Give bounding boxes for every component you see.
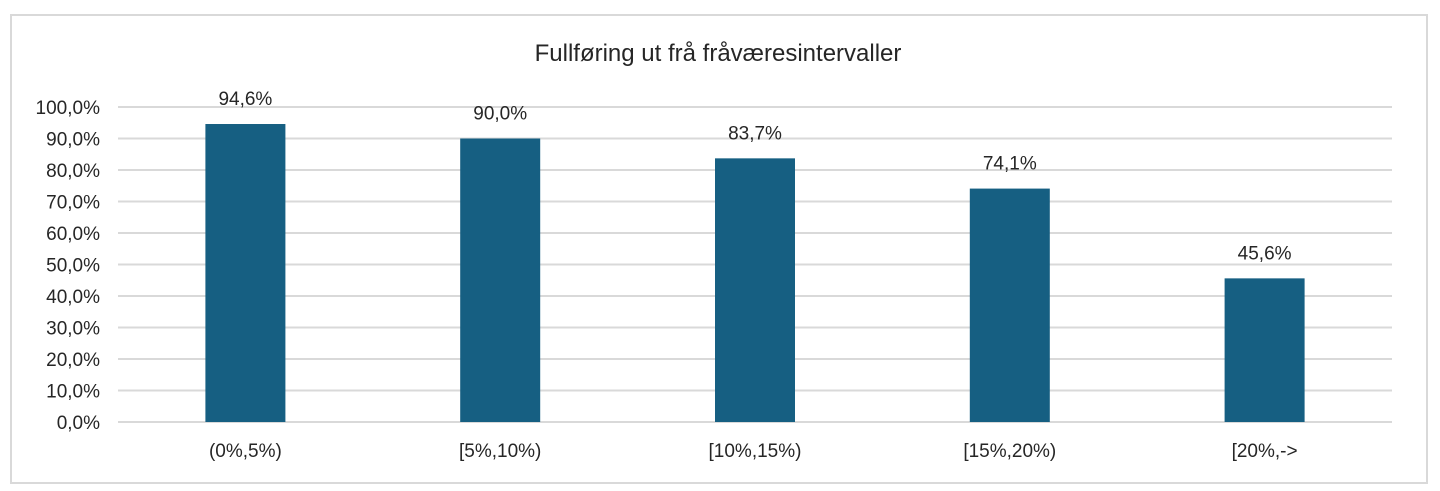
data-label: 94,6% <box>218 89 272 110</box>
x-axis-ticks: (0%,5%) [5%,10%) [10%,15%) [15%,20%) [20%,-> <box>209 441 1298 462</box>
y-tick-label: 80,0% <box>46 161 100 182</box>
y-tick-label: 90,0% <box>46 130 100 151</box>
y-tick-label: 100,0% <box>36 98 101 119</box>
data-label: 74,1% <box>983 154 1037 175</box>
data-label-layer: 94,6% 90,0% 83,7% 74,1% 45,6% <box>218 89 1291 264</box>
y-tick-label: 40,0% <box>46 287 100 308</box>
y-tick-label: 50,0% <box>46 256 100 277</box>
x-tick-label: (0%,5%) <box>209 441 282 462</box>
y-tick-label: 60,0% <box>46 224 100 245</box>
y-tick-label: 20,0% <box>46 350 100 371</box>
bar <box>460 138 541 422</box>
bar-layer <box>205 124 1305 422</box>
chart-title: Fullføring ut frå fråværesintervaller <box>535 40 902 67</box>
y-tick-label: 70,0% <box>46 193 100 214</box>
y-tick-label: 30,0% <box>46 319 100 340</box>
y-tick-label: 10,0% <box>46 382 100 403</box>
data-label: 90,0% <box>473 104 527 125</box>
bar <box>715 158 795 422</box>
data-label: 83,7% <box>728 123 782 144</box>
x-tick-label: [15%,20%) <box>963 441 1056 462</box>
y-tick-label: 0,0% <box>57 413 100 434</box>
bar <box>969 188 1050 422</box>
bar <box>205 124 286 422</box>
y-axis-ticks: 0,0% 10,0% 20,0% 30,0% 40,0% 50,0% 60,0% 70,0% 8… <box>36 98 101 434</box>
x-tick-label: [10%,15%) <box>709 441 802 462</box>
bar <box>1224 278 1305 422</box>
x-tick-label: [5%,10%) <box>459 441 541 462</box>
data-label: 45,6% <box>1238 243 1292 264</box>
x-tick-label: [20%,-> <box>1232 441 1298 462</box>
